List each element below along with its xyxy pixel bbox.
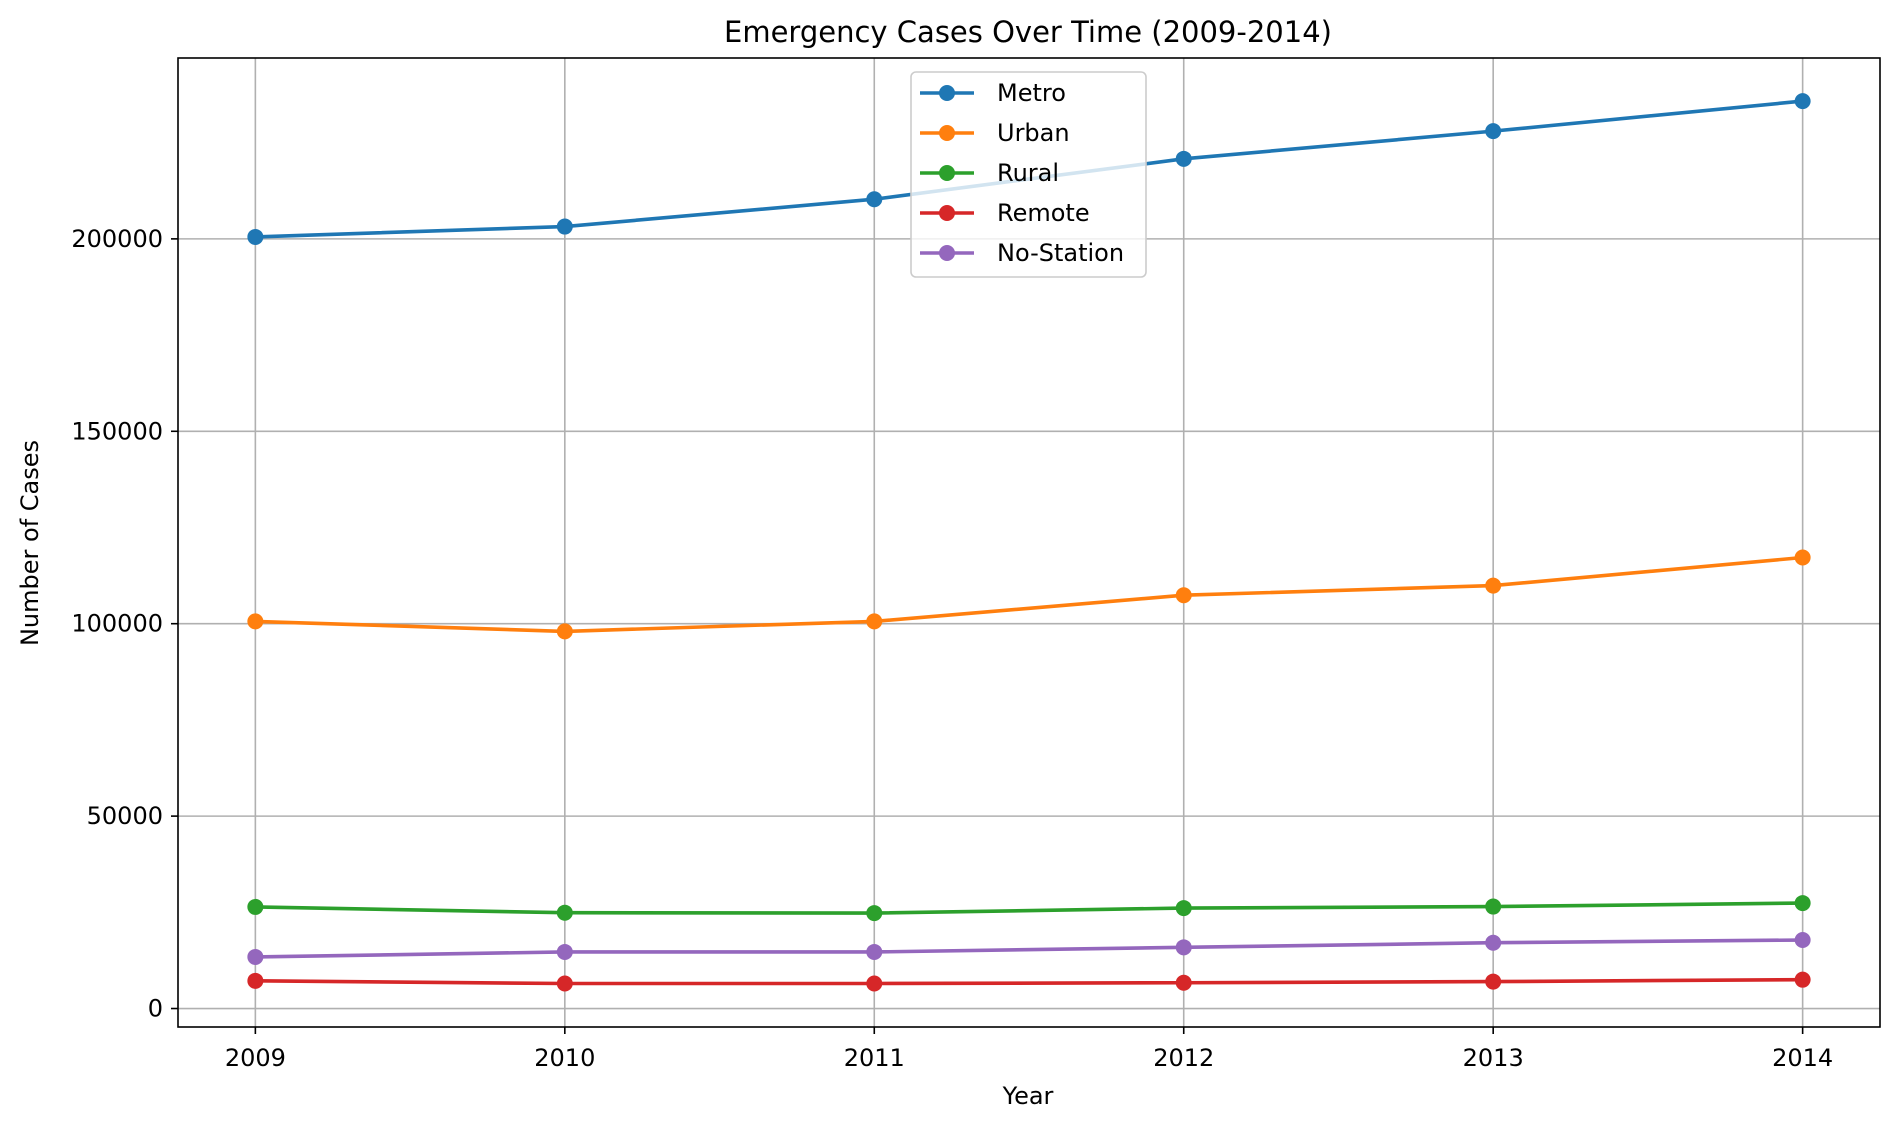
legend-swatch-marker-metro <box>939 85 955 101</box>
data-point-no-station-2010 <box>556 943 573 960</box>
data-point-remote-2011 <box>866 975 883 992</box>
legend-box <box>910 71 1147 278</box>
series-urban <box>247 549 1811 640</box>
data-point-no-station-2012 <box>1175 939 1192 956</box>
y-axis-title: Number of Cases <box>16 440 44 646</box>
data-point-metro-2009 <box>247 228 264 245</box>
legend-label-metro: Metro <box>997 79 1066 107</box>
legend-swatch-marker-no-station <box>939 245 955 261</box>
x-axis-title: Year <box>1002 1082 1054 1110</box>
series-line-no-station <box>253 938 1805 959</box>
legend-label-rural: Rural <box>997 159 1059 187</box>
series-no-station <box>247 932 1811 965</box>
y-tick-label-0: 0 <box>148 995 163 1023</box>
y-tick-label-100000: 100000 <box>71 610 163 638</box>
data-point-no-station-2009 <box>247 948 264 965</box>
y-tick-label-50000: 50000 <box>87 802 163 830</box>
data-point-no-station-2014 <box>1794 932 1811 949</box>
legend-swatch-marker-urban <box>939 125 955 141</box>
x-axis-ticks: 2009 2010 2011 2012 2013 2014 <box>225 1027 1833 1072</box>
x-tick-label-2011: 2011 <box>844 1044 905 1072</box>
data-point-no-station-2011 <box>866 943 883 960</box>
chart-title: Emergency Cases Over Time (2009-2014) <box>724 15 1332 49</box>
legend-item-rural: Rural <box>920 159 1059 187</box>
data-point-remote-2009 <box>247 972 264 989</box>
legend-swatch-marker-rural <box>939 165 955 181</box>
series-remote <box>247 971 1811 992</box>
x-tick-label-2009: 2009 <box>225 1044 286 1072</box>
legend-swatch-marker-remote <box>939 205 955 221</box>
data-point-urban-2014 <box>1794 549 1811 566</box>
legend-item-urban: Urban <box>920 119 1070 147</box>
series-rural <box>247 895 1811 922</box>
data-point-urban-2010 <box>556 623 573 640</box>
legend-label-no-station: No-Station <box>997 239 1124 267</box>
x-tick-label-2013: 2013 <box>1463 1044 1524 1072</box>
legend-item-remote: Remote <box>920 199 1090 227</box>
x-tick-label-2012: 2012 <box>1153 1044 1214 1072</box>
data-point-remote-2013 <box>1485 973 1502 990</box>
data-point-rural-2011 <box>866 905 883 922</box>
data-point-rural-2012 <box>1175 900 1192 917</box>
data-point-rural-2014 <box>1794 895 1811 912</box>
data-point-urban-2012 <box>1175 587 1192 604</box>
data-point-metro-2010 <box>556 218 573 235</box>
data-point-urban-2013 <box>1485 577 1502 594</box>
legend-item-metro: Metro <box>920 79 1066 107</box>
data-point-rural-2013 <box>1485 898 1502 915</box>
legend-item-no-station: No-Station <box>920 239 1124 267</box>
series-line-rural <box>253 901 1805 915</box>
data-point-urban-2011 <box>866 613 883 630</box>
legend-label-remote: Remote <box>997 199 1090 227</box>
data-point-metro-2013 <box>1485 123 1502 140</box>
series-line-urban <box>253 555 1805 634</box>
data-point-metro-2011 <box>866 191 883 208</box>
data-point-metro-2014 <box>1794 93 1811 110</box>
data-point-rural-2010 <box>556 904 573 921</box>
data-point-metro-2012 <box>1175 150 1192 167</box>
data-point-remote-2014 <box>1794 971 1811 988</box>
legend-label-urban: Urban <box>997 119 1070 147</box>
y-axis-ticks: 0 50000 100000 150000 200000 <box>71 225 178 1023</box>
x-tick-label-2014: 2014 <box>1772 1044 1833 1072</box>
plot-area-frame <box>177 57 1881 1028</box>
series-line-remote <box>253 977 1805 986</box>
data-point-urban-2009 <box>247 613 264 630</box>
data-point-no-station-2013 <box>1485 934 1502 951</box>
data-point-remote-2012 <box>1175 974 1192 991</box>
y-tick-label-200000: 200000 <box>71 225 163 253</box>
x-tick-label-2010: 2010 <box>534 1044 595 1072</box>
series-layer <box>247 93 1811 992</box>
data-point-rural-2009 <box>247 898 264 915</box>
legend: Metro Urban Rural Remote No-Station <box>910 71 1147 278</box>
data-point-remote-2010 <box>556 975 573 992</box>
y-tick-label-150000: 150000 <box>71 417 163 445</box>
